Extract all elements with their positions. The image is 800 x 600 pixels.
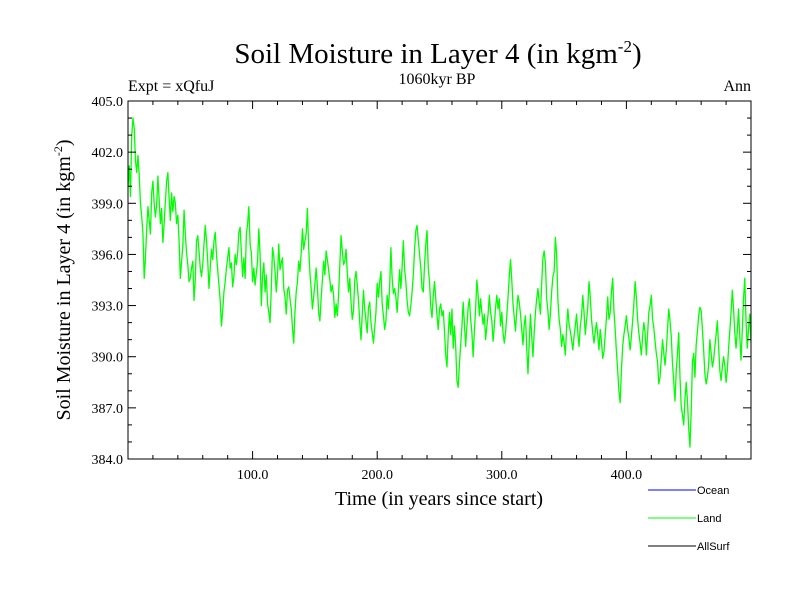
subtitle-period: 1060kyr BP (399, 71, 476, 88)
legend: Ocean Land AllSurf (648, 485, 730, 553)
legend-label-ocean: Ocean (697, 485, 729, 497)
y-axis-label: Soil Moisture in Layer 4 (in kgm-2) (51, 139, 75, 420)
x-tick-label: 100.0 (237, 468, 269, 483)
y-tick-label: 396.0 (92, 248, 124, 263)
series-line-land (128, 117, 751, 448)
subtitle-expt: Expt = xQfuJ (128, 78, 214, 95)
legend-label-land: Land (697, 513, 721, 525)
series-layer (128, 117, 751, 448)
y-tick-label: 399.0 (92, 197, 124, 212)
y-tick-label: 402.0 (92, 146, 124, 161)
legend-label-allsurf: AllSurf (697, 541, 730, 553)
chart-title: Soil Moisture in Layer 4 (in kgm-2) (234, 37, 641, 70)
x-tick-label: 300.0 (486, 468, 518, 483)
y-tick-label: 390.0 (92, 351, 124, 366)
y-tick-label: 384.0 (92, 453, 124, 468)
y-axis: 384.0 387.0 390.0 393.0 396.0 399.0 402.0 405.0 (92, 95, 751, 468)
y-tick-label: 405.0 (92, 95, 124, 110)
x-tick-label: 200.0 (361, 468, 393, 483)
x-axis: 100.0 200.0 300.0 400.0 (127, 101, 752, 483)
x-axis-label: Time (in years since start) (335, 488, 543, 510)
y-tick-label: 387.0 (92, 402, 124, 417)
y-tick-label: 393.0 (92, 300, 124, 315)
subtitle-season: Ann (723, 78, 751, 95)
x-tick-label: 400.0 (611, 468, 643, 483)
plot-frame (127, 100, 752, 460)
